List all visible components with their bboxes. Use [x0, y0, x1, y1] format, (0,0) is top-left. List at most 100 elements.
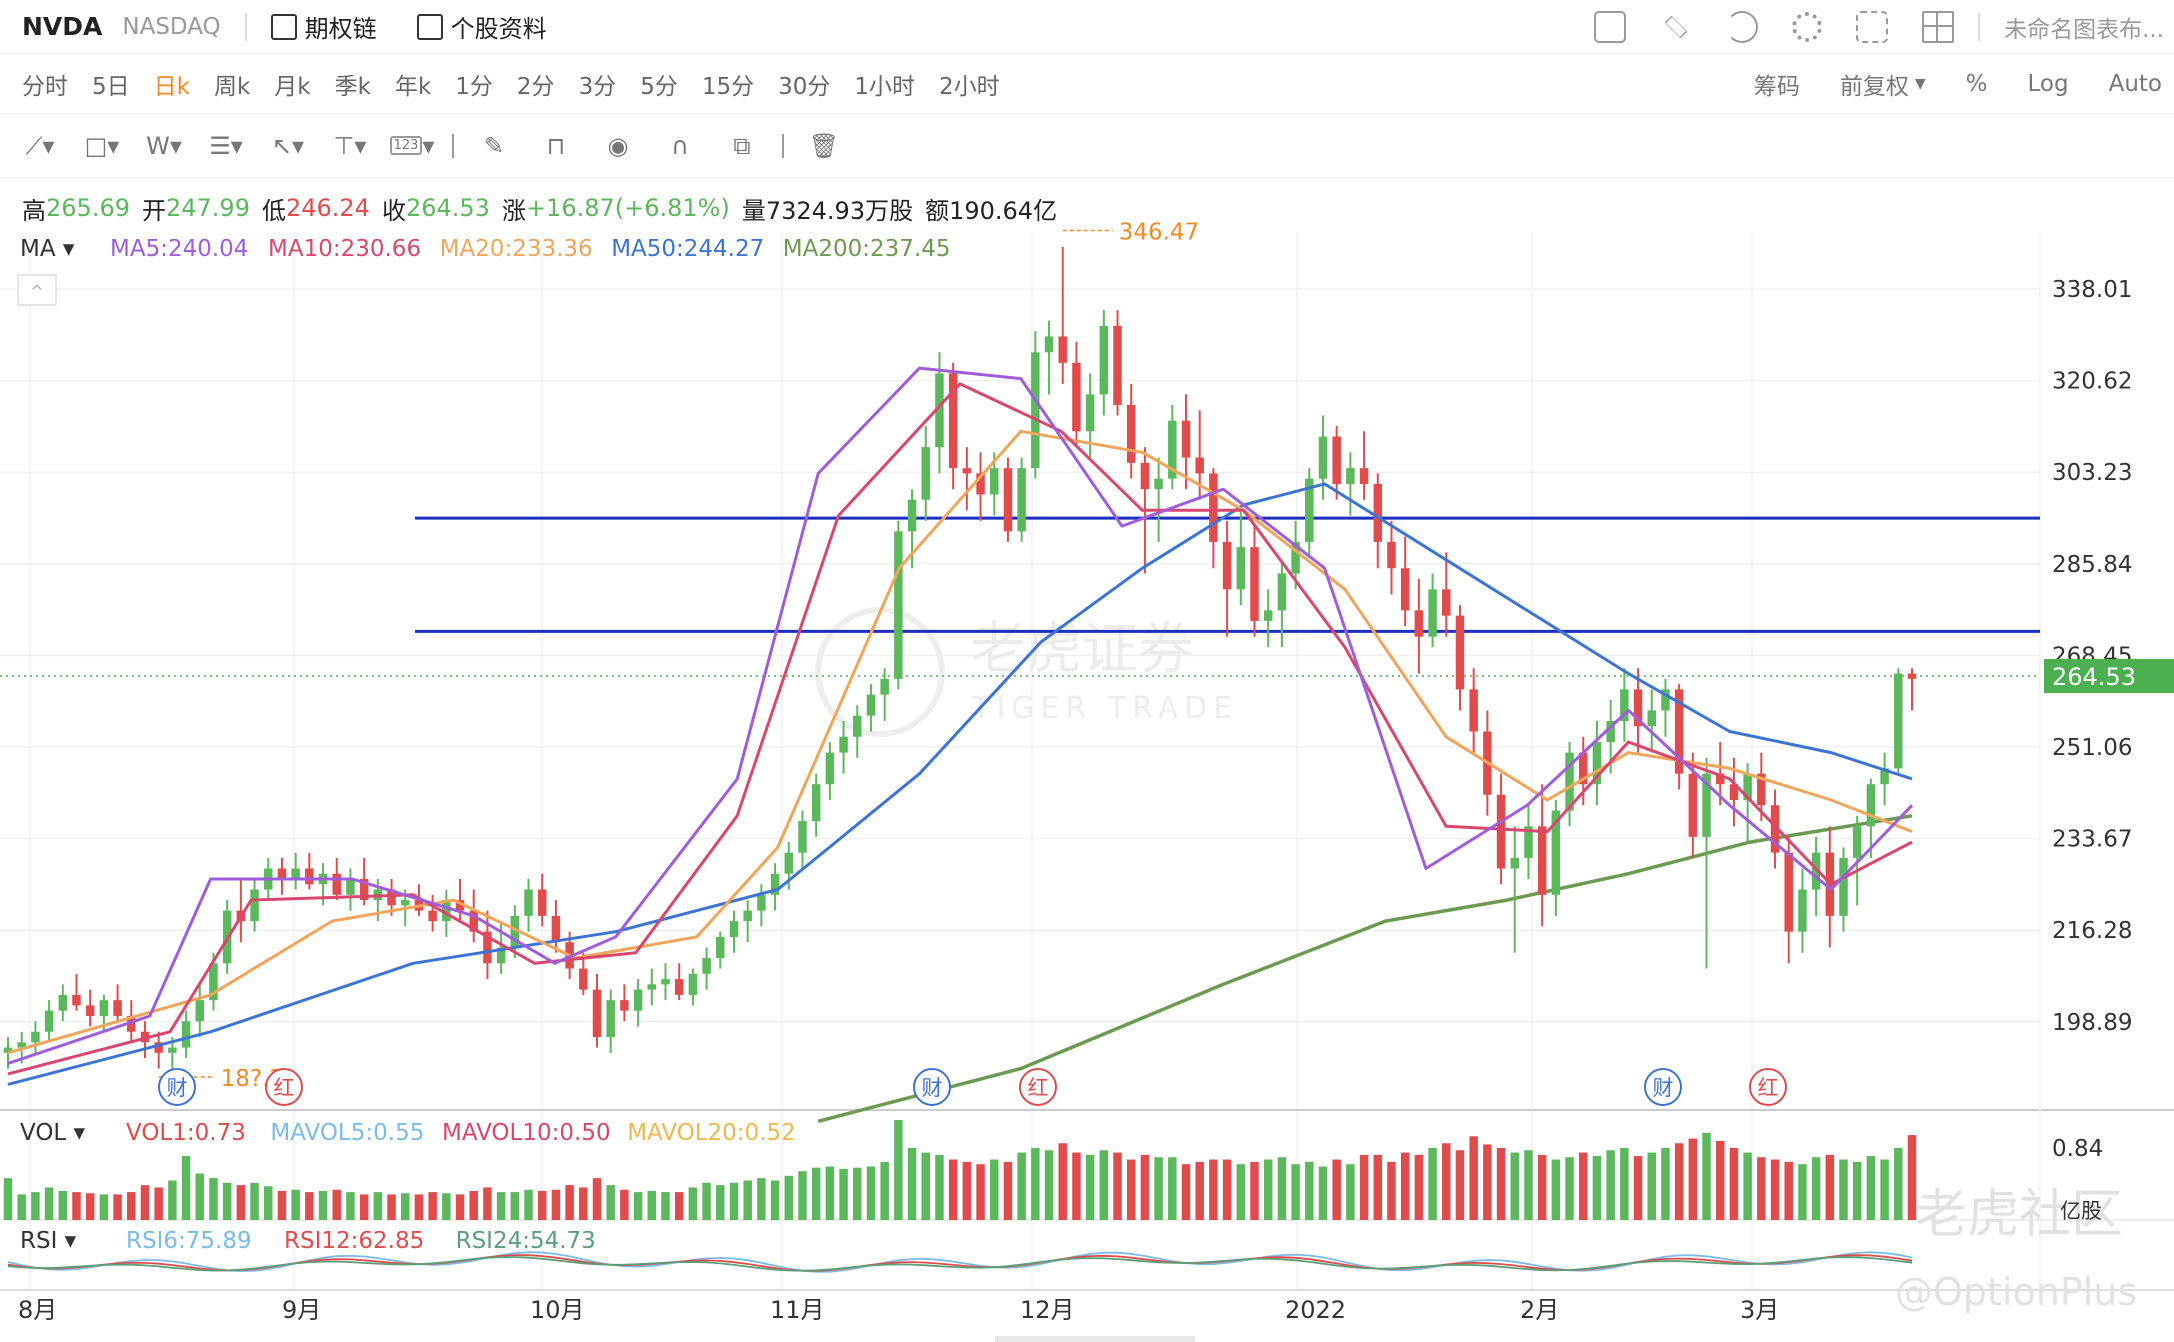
wave-tool-icon[interactable]: W▾ [146, 131, 182, 160]
candle-body [1551, 810, 1561, 895]
collapse-icon: ^ [30, 282, 43, 301]
period-13[interactable]: 1小时 [854, 73, 916, 100]
chip-distribution-button[interactable]: 筹码 [1753, 73, 1800, 100]
volume-bar [1181, 1164, 1191, 1220]
rsi-legend-label: RSI ▾ [20, 1228, 77, 1254]
candle-body [729, 921, 739, 937]
divider [452, 133, 454, 158]
volume-bar [1496, 1147, 1506, 1220]
period-12[interactable]: 30分 [778, 73, 831, 100]
period-6[interactable]: 年k [394, 73, 432, 100]
fullscreen-icon[interactable] [1856, 10, 1889, 43]
candle-body [1674, 689, 1684, 774]
candle-body [1168, 420, 1177, 479]
volume-bar [1510, 1152, 1520, 1220]
rect-tool-icon[interactable]: □▾ [84, 131, 120, 160]
current-price-label: 264.53 [2052, 663, 2136, 691]
auto-toggle[interactable]: Auto [2108, 70, 2162, 97]
line-tool-icon[interactable]: ⟋▾ [25, 131, 55, 160]
dividend-marker [1749, 1068, 1787, 1106]
period-5[interactable]: 季k [334, 73, 371, 100]
period-0[interactable]: 分时 [22, 73, 68, 100]
refresh-icon[interactable] [1726, 10, 1759, 43]
candle-body [606, 1000, 615, 1038]
stock-symbol[interactable]: NVDA [22, 12, 103, 41]
candle-body [839, 736, 848, 753]
corner-watermark-handle: @OptionPlus [1895, 1270, 2137, 1314]
chart-type-icon[interactable] [1594, 10, 1627, 43]
volume-bar [976, 1164, 985, 1220]
corner-watermark: 老虎社区 [1915, 1185, 2123, 1245]
candle-body [770, 873, 780, 895]
trash-icon[interactable]: 🗑 [808, 131, 840, 160]
watermark: 老虎证券 TIGER TRADE 老虎社区 @OptionPlus [815, 607, 2137, 1314]
candle-body [1524, 826, 1533, 858]
settings-icon[interactable] [1792, 11, 1823, 42]
candle-body [1318, 436, 1328, 479]
time-tick: 3月 [1740, 1296, 1779, 1324]
volume-bar [195, 1173, 205, 1220]
volume-bar [948, 1159, 958, 1220]
volume-bar [1085, 1154, 1095, 1220]
period-9[interactable]: 3分 [578, 73, 617, 100]
tab-options-chain[interactable]: 期权链 [270, 9, 377, 44]
copy-icon[interactable]: ⧉ [733, 131, 751, 160]
volume-bar [633, 1192, 643, 1220]
period-2[interactable]: 日k [153, 73, 190, 100]
lock-icon[interactable]: ⊓ [546, 131, 566, 160]
arrow-tool-icon[interactable]: ↖▾ [271, 131, 305, 160]
layout-grid-icon[interactable] [1922, 10, 1955, 43]
volume-bar [839, 1168, 848, 1220]
candle-body [935, 373, 944, 448]
earnings-marker [158, 1068, 196, 1106]
period-7[interactable]: 1分 [455, 73, 493, 100]
log-toggle[interactable]: Log [2027, 70, 2069, 97]
volume-bar [579, 1187, 588, 1220]
volume-bar [770, 1180, 780, 1220]
volume-bar [1702, 1132, 1711, 1220]
volume-bar [496, 1192, 506, 1220]
price-tick: 216.28 [2052, 918, 2132, 944]
volume-bar [962, 1161, 972, 1220]
volume-bar [1099, 1150, 1109, 1220]
period-4[interactable]: 月k [274, 73, 311, 100]
period-11[interactable]: 15分 [701, 73, 755, 100]
volume-bar [222, 1182, 232, 1220]
magnet-icon[interactable]: ∩ [671, 131, 689, 160]
pen-icon[interactable]: ✎ [483, 131, 505, 160]
measure-tool-icon[interactable]: ⊤▾ [333, 131, 367, 160]
candle-body [674, 979, 684, 995]
period-14[interactable]: 2小时 [939, 73, 1000, 100]
volume-bar [305, 1192, 314, 1220]
period-10[interactable]: 5分 [640, 73, 678, 100]
volume-bar [442, 1193, 451, 1220]
volume-bar [1537, 1154, 1547, 1220]
adjust-dropdown[interactable]: 前复权 [1839, 73, 1909, 100]
volume-bar [716, 1185, 725, 1220]
period-1[interactable]: 5日 [92, 73, 130, 100]
drawing-toolbar: ⟋▾ □▾ W▾ ☰▾ ↖▾ ⊤▾ 123 ▾ ✎ ⊓ ◉ ∩ ⧉ 🗑 [0, 114, 2174, 178]
number-tool-icon[interactable]: 123 ▾ [389, 131, 434, 161]
period-3[interactable]: 周k [213, 73, 251, 100]
volume-bar [1387, 1161, 1396, 1220]
volume-bar [264, 1186, 273, 1220]
rsi-legend-item: RSI24:54.73 [456, 1228, 596, 1254]
volume-bar [1483, 1144, 1492, 1220]
candle-body [1085, 394, 1095, 432]
chart-layout-title[interactable]: 未命名图表布... [2004, 16, 2164, 43]
volume-bar [291, 1189, 300, 1220]
period-8[interactable]: 2分 [516, 73, 555, 100]
eye-icon[interactable]: ◉ [607, 131, 629, 160]
fib-tool-icon[interactable]: ☰▾ [209, 131, 243, 160]
candle-body [113, 1000, 122, 1016]
tab-stock-profile[interactable]: 个股资料 [416, 9, 547, 44]
volume-bar [1907, 1135, 1917, 1220]
volume-bar [1839, 1159, 1848, 1220]
candle-body [1387, 541, 1396, 569]
volume-bar [784, 1175, 794, 1220]
percent-toggle[interactable]: % [1965, 70, 1988, 97]
candle-body [1236, 547, 1246, 590]
candle-body [1839, 857, 1848, 916]
volume-bar [85, 1193, 95, 1220]
